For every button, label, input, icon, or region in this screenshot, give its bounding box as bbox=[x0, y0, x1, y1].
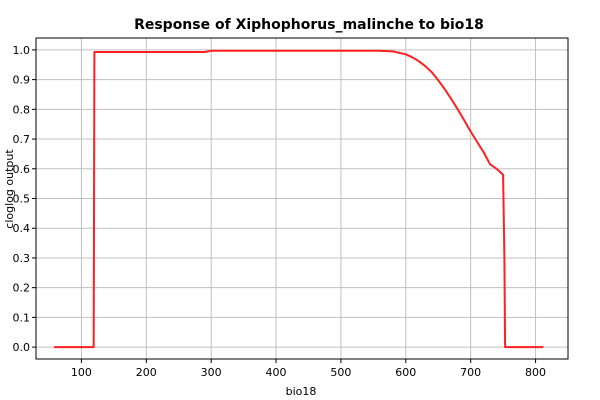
y-tick-label: 0.5 bbox=[13, 193, 31, 206]
y-tick-label: 0.0 bbox=[13, 341, 31, 354]
x-axis-label: bio18 bbox=[286, 385, 317, 398]
x-tick-label: 400 bbox=[266, 366, 287, 379]
y-tick-label: 0.2 bbox=[13, 282, 31, 295]
y-tick-label: 0.6 bbox=[13, 163, 31, 176]
y-tick-label: 0.7 bbox=[13, 133, 31, 146]
y-tick-label: 0.8 bbox=[13, 103, 31, 116]
axes-layer: 100 200 300 400 500 600 700 800 0.0 0.1 0.2 0.3 0.4 0… bbox=[13, 37, 569, 379]
grid-layer bbox=[36, 38, 568, 359]
y-tick-label: 1.0 bbox=[13, 44, 31, 57]
y-tick-label: 0.9 bbox=[13, 74, 31, 87]
x-tick-label: 600 bbox=[395, 366, 416, 379]
y-axis-label: cloglog output bbox=[3, 149, 16, 229]
x-tick-label: 800 bbox=[525, 366, 546, 379]
response-curve bbox=[54, 49, 544, 349]
series-layer bbox=[54, 49, 544, 349]
x-tick-label: 700 bbox=[460, 366, 481, 379]
y-tick-label: 0.4 bbox=[13, 222, 31, 235]
y-tick-label: 0.3 bbox=[13, 252, 31, 265]
x-tick-label: 500 bbox=[330, 366, 351, 379]
x-tick-label: 200 bbox=[136, 366, 157, 379]
y-tick-label: 0.1 bbox=[13, 311, 31, 324]
x-tick-label: 300 bbox=[201, 366, 222, 379]
chart-title: Response of Xiphophorus_malinche to bio1… bbox=[134, 17, 484, 33]
x-tick-label: 100 bbox=[71, 366, 92, 379]
